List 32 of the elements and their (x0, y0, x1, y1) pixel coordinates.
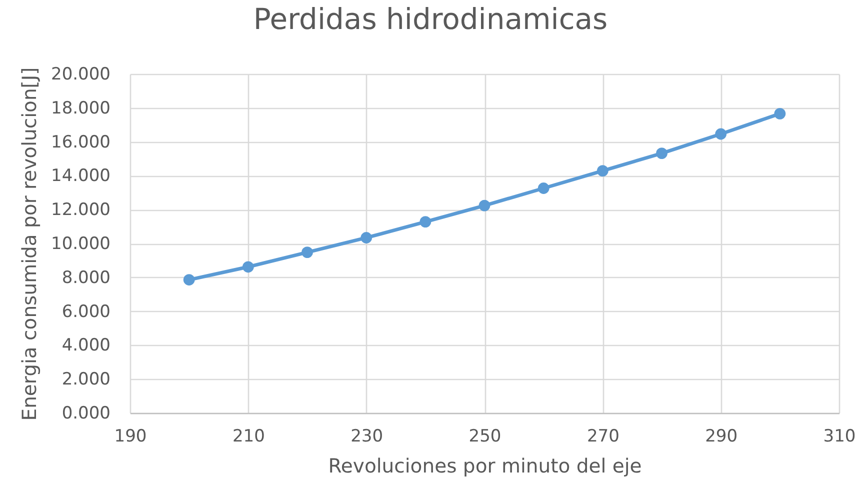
x-tick-label: 230 (350, 426, 384, 446)
y-tick-label: 0.000 (62, 404, 110, 424)
point (478, 200, 490, 212)
y-tick-label: 8.000 (62, 268, 110, 288)
y-axis-title: Energia consumida por revolucion[J] (18, 67, 42, 421)
x-tick-label: 290 (705, 426, 738, 446)
y-tick-label: 20.000 (51, 64, 110, 84)
y-tick-label: 16.000 (51, 132, 110, 152)
x-tick-label: 270 (586, 426, 620, 446)
point (420, 216, 432, 228)
x-tick-label: 310 (823, 426, 856, 446)
chart-title: Perdidas hidrodinamicas (253, 2, 608, 36)
y-tick-label: 6.000 (62, 302, 110, 322)
point (596, 165, 608, 176)
x-tick-label: 250 (468, 426, 502, 446)
point (538, 182, 550, 194)
point (774, 108, 786, 120)
point (183, 274, 195, 286)
x-tick-label: 210 (232, 426, 265, 446)
y-tick-label: 10.000 (51, 234, 110, 254)
y-tick-label: 2.000 (62, 370, 110, 390)
y-tick-label: 18.000 (51, 98, 110, 118)
y-tick-label: 14.000 (51, 166, 110, 186)
point (302, 246, 313, 258)
x-axis-title: Revoluciones por minuto del eje (328, 454, 642, 478)
point (715, 128, 727, 140)
point (242, 261, 254, 273)
y-tick-label: 12.000 (51, 200, 110, 220)
point (360, 232, 372, 244)
y-tick-label: 4.000 (62, 336, 110, 356)
x-tick-label: 190 (114, 426, 147, 446)
point (656, 148, 668, 160)
